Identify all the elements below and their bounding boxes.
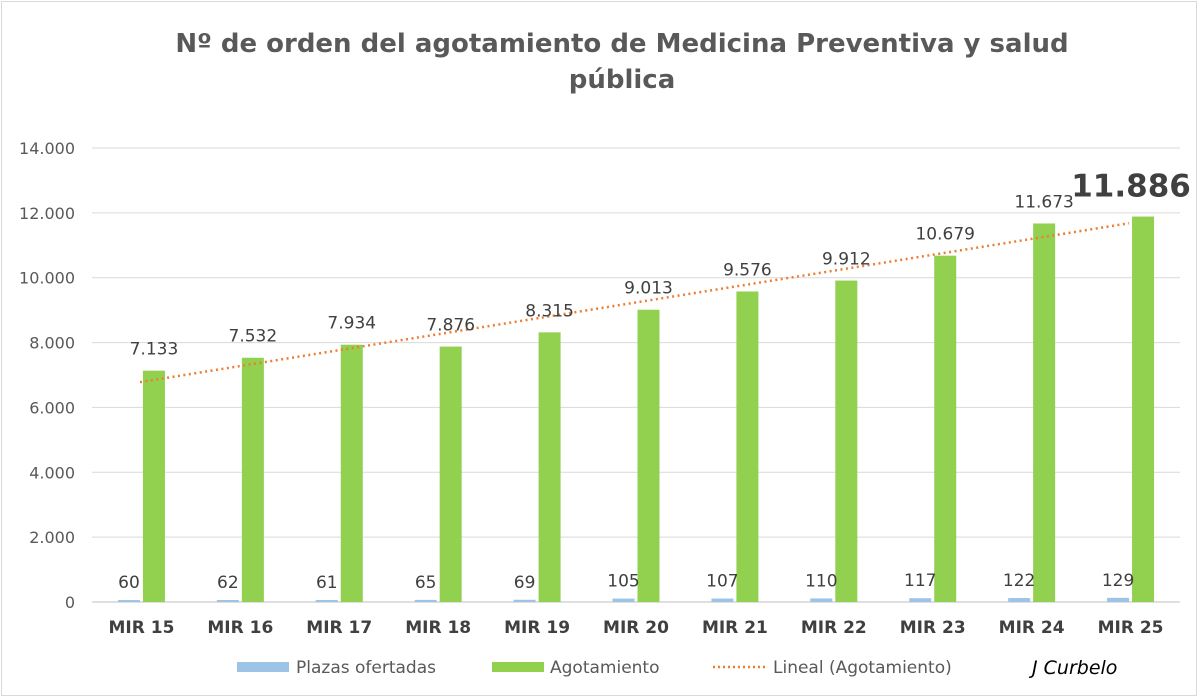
data-label-plazas: 129 xyxy=(1102,571,1134,591)
y-tick-label: 14.000 xyxy=(19,139,75,158)
bar-agotamiento xyxy=(1033,223,1056,602)
bar-plazas-ofertadas xyxy=(216,599,239,602)
data-label-plazas: 60 xyxy=(118,573,140,593)
x-category-label: MIR 22 xyxy=(801,618,867,638)
data-label-plazas: 107 xyxy=(706,572,738,592)
data-label-agotamiento: 9.576 xyxy=(723,260,772,280)
data-labels: 60 7.133 62 7.532 61 7.934 65 7.876 69 8.315 105 9.… xyxy=(118,169,1191,594)
bar-plazas-ofertadas xyxy=(612,598,635,602)
bar-agotamiento xyxy=(736,291,759,602)
data-label-plazas: 61 xyxy=(316,573,338,593)
trendline xyxy=(139,222,1130,384)
bar-agotamiento xyxy=(934,255,957,602)
y-tick-label: 0 xyxy=(65,593,75,612)
data-label-plazas: 110 xyxy=(805,571,837,591)
data-label-agotamiento: 9.013 xyxy=(624,279,673,299)
bar-agotamiento xyxy=(637,309,660,602)
legend-label-trendline: Lineal (Agotamiento) xyxy=(773,658,952,678)
x-category-label: MIR 21 xyxy=(702,618,768,638)
bar-plazas-ofertadas xyxy=(909,598,932,602)
bar-agotamiento xyxy=(1132,216,1155,602)
bar-plazas-ofertadas xyxy=(414,599,437,602)
x-category-label: MIR 17 xyxy=(306,618,372,638)
bar-agotamiento xyxy=(439,346,462,602)
bar-plazas-ofertadas xyxy=(513,599,536,602)
data-label-agotamiento: 10.679 xyxy=(915,225,974,245)
chart-title: Nº de orden del agotamiento de Medicina … xyxy=(175,29,1068,95)
bar-agotamiento xyxy=(241,357,264,602)
data-label-agotamiento-highlight: 11.886 xyxy=(1071,169,1191,205)
x-axis-categories: MIR 15 MIR 16 MIR 17 MIR 18 MIR 19 MIR 20 MIR … xyxy=(108,618,1163,638)
y-tick-label: 6.000 xyxy=(29,398,75,417)
data-label-plazas: 117 xyxy=(904,571,936,591)
legend-label-plazas: Plazas ofertadas xyxy=(296,658,436,678)
x-category-label: MIR 18 xyxy=(405,618,471,638)
x-category-label: MIR 15 xyxy=(108,618,174,638)
data-label-plazas: 62 xyxy=(217,573,239,593)
x-category-label: MIR 20 xyxy=(603,618,669,638)
bar-plazas-ofertadas xyxy=(1107,597,1130,602)
data-label-agotamiento: 7.934 xyxy=(327,314,376,334)
bar-agotamiento xyxy=(340,344,363,602)
y-tick-label: 8.000 xyxy=(29,334,75,353)
trendline-agotamiento xyxy=(139,222,1130,384)
bar-plazas-ofertadas xyxy=(315,600,338,602)
x-category-label: MIR 25 xyxy=(1098,618,1164,638)
bars xyxy=(117,216,1155,602)
data-label-agotamiento: 7.532 xyxy=(229,327,278,347)
bar-plazas-ofertadas xyxy=(117,600,140,602)
bar-plazas-ofertadas xyxy=(711,598,734,602)
y-tick-label: 10.000 xyxy=(19,269,75,288)
data-label-agotamiento: 7.133 xyxy=(130,340,179,360)
bar-agotamiento xyxy=(835,280,858,602)
bar-plazas-ofertadas xyxy=(810,598,833,602)
x-category-label: MIR 23 xyxy=(900,618,966,638)
legend-swatch-agotamiento xyxy=(492,662,544,672)
data-label-agotamiento: 7.876 xyxy=(426,316,475,336)
x-category-label: MIR 19 xyxy=(504,618,570,638)
y-axis-ticks: 0 2.000 4.000 6.000 8.000 10.000 12.000 14.000 xyxy=(19,139,75,612)
legend-swatch-plazas xyxy=(237,662,289,672)
data-label-agotamiento: 11.673 xyxy=(1014,192,1073,212)
chart-title-line-2: pública xyxy=(569,65,676,95)
y-tick-label: 2.000 xyxy=(29,528,75,547)
bar-agotamiento xyxy=(142,370,165,602)
x-category-label: MIR 24 xyxy=(999,618,1065,638)
chart-title-line-1: Nº de orden del agotamiento de Medicina … xyxy=(175,29,1068,59)
data-label-plazas: 69 xyxy=(514,573,536,593)
data-label-plazas: 122 xyxy=(1003,571,1035,591)
data-label-agotamiento: 8.315 xyxy=(525,301,574,321)
bar-plazas-ofertadas xyxy=(1008,598,1031,602)
author-signature: J Curbelo xyxy=(1028,657,1117,679)
y-tick-label: 4.000 xyxy=(29,463,75,482)
bar-agotamiento xyxy=(538,332,561,602)
y-tick-label: 12.000 xyxy=(19,204,75,223)
x-category-label: MIR 16 xyxy=(207,618,273,638)
data-label-plazas: 65 xyxy=(415,573,437,593)
legend-label-agotamiento: Agotamiento xyxy=(550,658,660,678)
data-label-agotamiento: 9.912 xyxy=(822,250,871,270)
legend: Plazas ofertadas Agotamiento Lineal (Ago… xyxy=(237,658,952,678)
data-label-plazas: 105 xyxy=(607,572,639,592)
gridlines xyxy=(92,147,1180,603)
